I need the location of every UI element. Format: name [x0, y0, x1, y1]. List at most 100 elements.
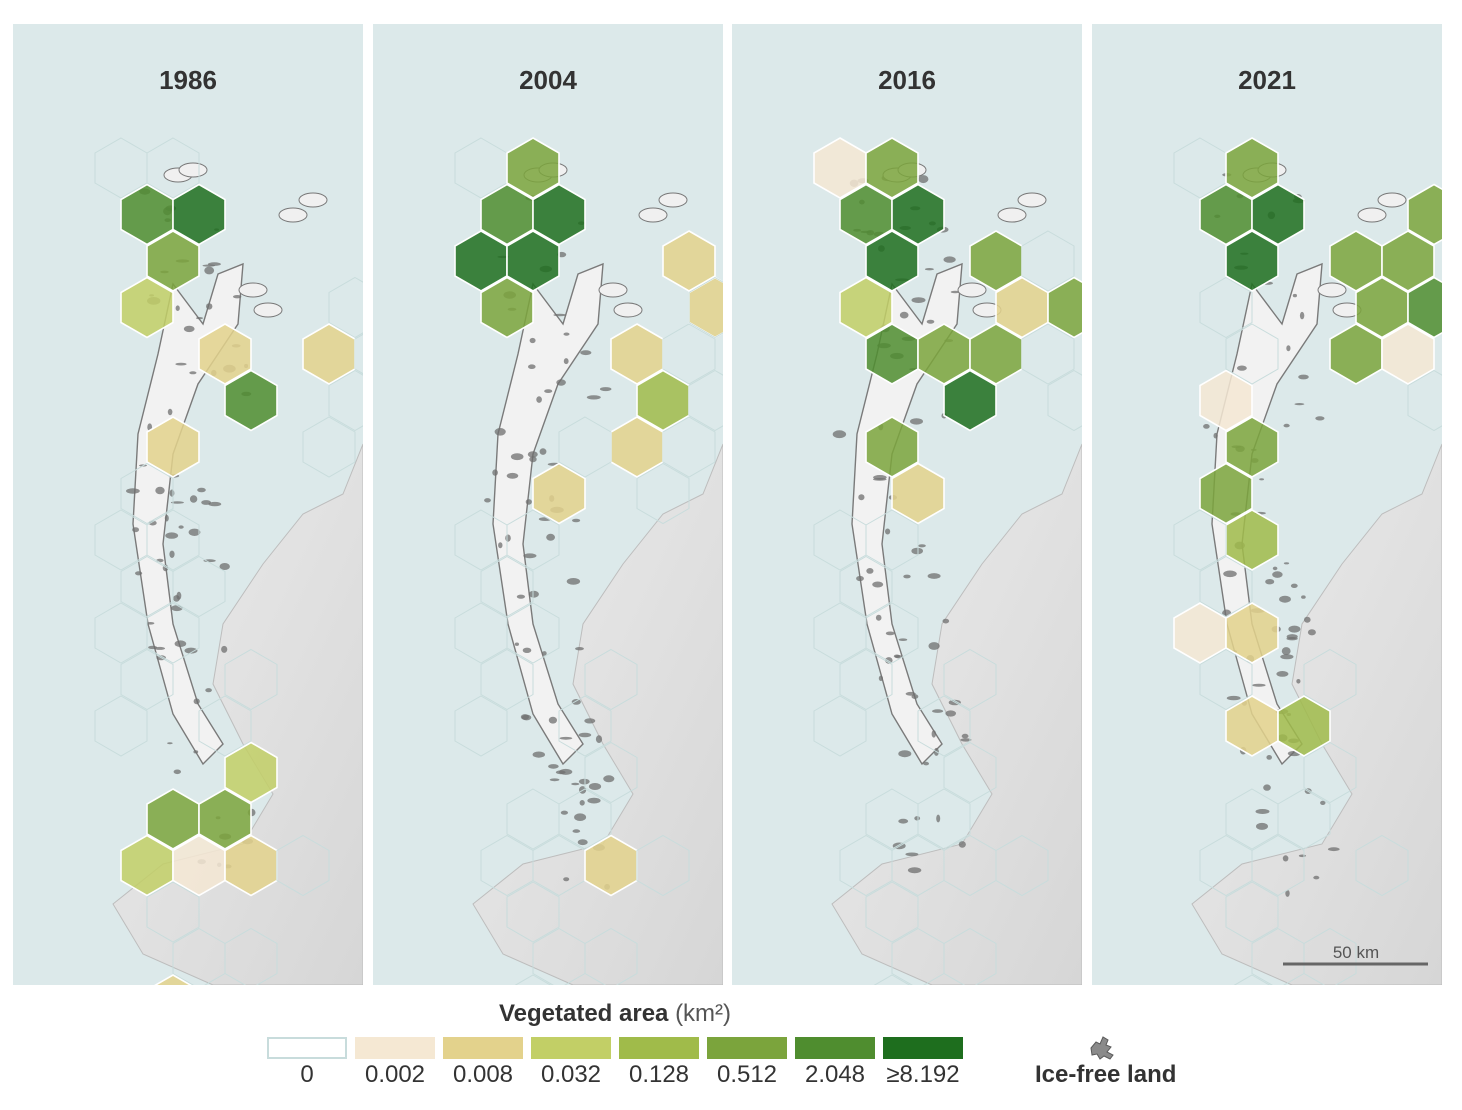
ice-free-rock	[135, 571, 143, 576]
hex-cell-empty	[302, 416, 356, 478]
ice-free-rock	[936, 814, 941, 823]
hex-cell-empty	[1047, 369, 1082, 432]
ice-free-rock	[1252, 683, 1266, 687]
ice-free-rock	[528, 590, 539, 598]
ice-free-rock	[579, 800, 585, 806]
ice-free-rock	[898, 638, 908, 641]
ice-free-rock	[1280, 654, 1294, 660]
ice-free-rock	[858, 494, 865, 501]
ice-free-rock	[536, 396, 542, 403]
ice-free-rock	[176, 591, 182, 600]
island	[238, 282, 268, 298]
ice-free-rock	[595, 735, 603, 743]
ice-free-rock	[154, 646, 166, 650]
ice-free-rock	[1286, 345, 1291, 352]
hex-cell	[146, 416, 200, 478]
hex-cell	[1381, 230, 1435, 292]
hex-cell	[1277, 695, 1331, 757]
ice-free-rock	[580, 350, 592, 356]
ice-free-rock	[175, 362, 187, 366]
ice-free-rock	[599, 387, 612, 392]
ice-free-rock	[918, 175, 929, 184]
ice-free-rock	[492, 469, 498, 476]
ice-free-rock	[885, 528, 891, 535]
hex-cell-empty	[1303, 648, 1357, 711]
hex-cell-empty	[584, 741, 638, 804]
ice-free-rock	[167, 742, 173, 745]
ice-free-rock	[546, 533, 555, 541]
ice-free-rock	[559, 736, 573, 740]
hex-cell	[120, 276, 174, 339]
ice-free-rock	[1294, 403, 1305, 406]
hex-cell-empty	[662, 416, 716, 478]
hex-cell-empty	[584, 927, 638, 985]
legend-swatch	[443, 1037, 523, 1059]
ice-free-rock	[1203, 424, 1210, 429]
ice-free-rock	[1266, 755, 1272, 760]
ice-free-rock	[910, 418, 923, 425]
ice-free-rock	[832, 430, 847, 439]
hex-cell-empty	[584, 648, 638, 711]
hex-cell-empty	[558, 788, 612, 850]
scale-bar-label: 50 km	[1333, 943, 1379, 962]
ice-free-rock	[905, 691, 916, 696]
ice-free-rock	[1327, 847, 1340, 852]
hex-cell-empty	[1021, 323, 1075, 385]
ice-free-rock	[167, 408, 173, 416]
ice-free-rock	[1285, 889, 1290, 897]
ice-free-rock	[173, 769, 181, 775]
hex-cell-empty	[917, 788, 971, 850]
hex-cell-empty	[558, 416, 612, 478]
ice-free-rock	[1307, 629, 1316, 636]
island	[298, 192, 328, 208]
hex-cell-empty	[1277, 788, 1331, 850]
ice-free-rock	[178, 525, 184, 529]
ice-free-rock	[206, 303, 213, 310]
ice-free-rock	[875, 614, 882, 621]
island	[1017, 192, 1047, 208]
ice-free-rock	[1265, 579, 1275, 585]
map-panels: 1986 2004 2016 2021 50 km	[13, 24, 1442, 985]
ice-free-rock	[548, 716, 558, 724]
ice-free-rock	[566, 578, 581, 585]
peninsula	[851, 262, 963, 766]
ice-free-rock	[1276, 671, 1289, 677]
hex-cell-empty	[1199, 555, 1253, 618]
ice-free-rock	[514, 642, 520, 646]
hex-cell-empty	[1199, 276, 1253, 339]
hex-cell	[891, 183, 945, 246]
ice-free-rock	[571, 699, 581, 705]
ice-free-rock	[529, 337, 536, 344]
ice-free-rock	[1223, 570, 1237, 578]
ice-free-rock	[931, 730, 936, 738]
ice-free-rock	[1292, 293, 1297, 298]
hex-cell	[146, 230, 200, 292]
ice-free-rock	[923, 761, 929, 766]
legend-swatch	[619, 1037, 699, 1059]
hex-cell	[1407, 276, 1442, 339]
ice-free-rock	[603, 775, 615, 783]
hex-cell	[1381, 323, 1435, 385]
hex-cell-empty	[1251, 834, 1305, 897]
ice-free-rock	[924, 268, 934, 271]
hex-cell-empty	[146, 137, 200, 199]
hex-cell-empty	[1303, 927, 1357, 985]
land-layer	[472, 162, 723, 985]
ice-free-rock	[945, 710, 956, 717]
island	[278, 207, 308, 223]
hex-cell-empty	[224, 927, 278, 985]
hex-cell-empty	[146, 881, 200, 943]
ice-free-rock	[548, 764, 559, 769]
hex-cell-empty	[865, 881, 919, 943]
ice-free-rock	[202, 264, 216, 267]
island	[1357, 207, 1387, 223]
ice-free-rock	[575, 647, 584, 651]
ice-free-rock	[586, 395, 601, 400]
ice-free-rock	[1299, 311, 1305, 320]
ice-free-rock	[528, 364, 536, 370]
hex-cell	[532, 183, 586, 246]
ice-free-rock	[1283, 423, 1290, 428]
scale-bar: 50 km	[1283, 943, 1428, 966]
legend-label: 0	[300, 1061, 314, 1088]
hex-grid	[1173, 137, 1442, 985]
